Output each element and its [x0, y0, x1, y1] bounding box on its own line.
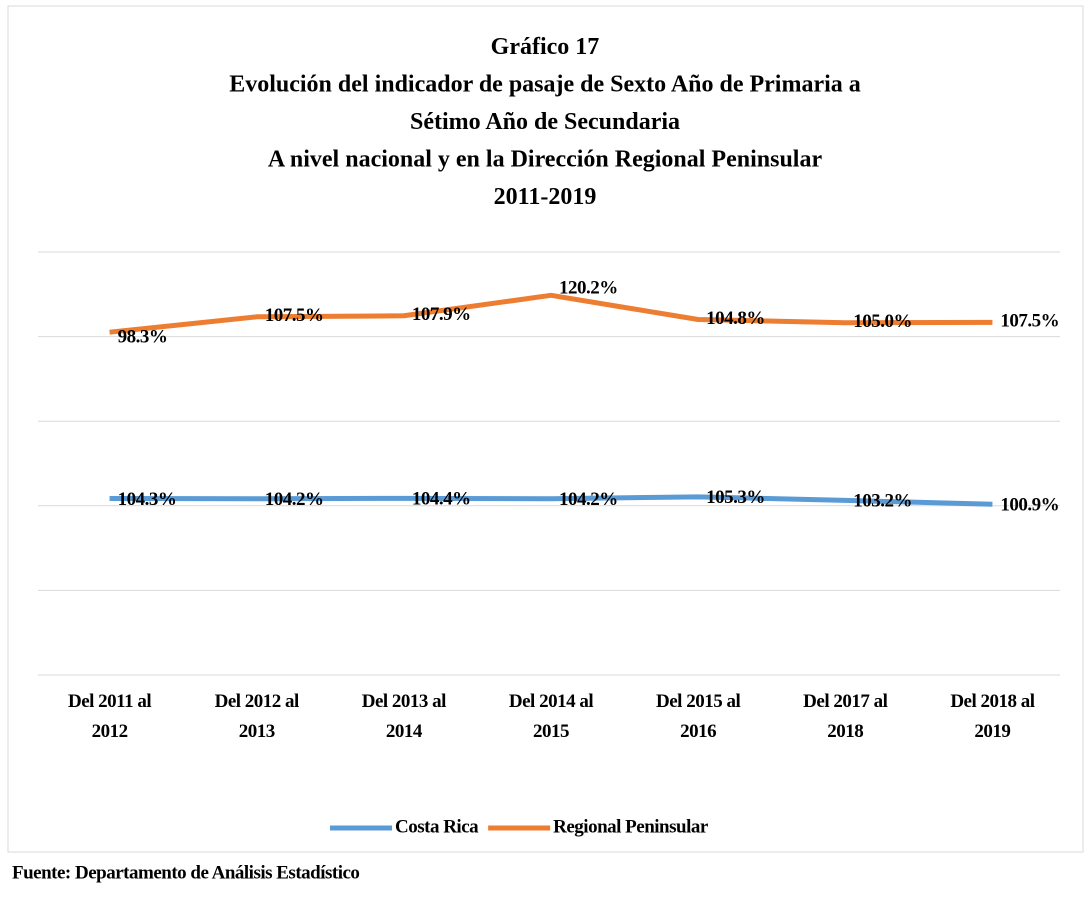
data-label: 103.2% — [853, 491, 912, 512]
data-label: 104.2% — [559, 489, 618, 510]
data-label: 107.5% — [1000, 311, 1059, 332]
legend-label: Regional Peninsular — [553, 816, 709, 837]
x-tick-label: Del 2018 al 2019 — [950, 691, 1034, 742]
data-label: 100.9% — [1000, 495, 1059, 516]
series-line — [109, 494, 993, 507]
data-label: 104.4% — [412, 489, 471, 510]
data-label: 105.3% — [706, 487, 765, 508]
x-tick-label: Del 2014 al 2015 — [509, 691, 593, 742]
legend-label: Costa Rica — [395, 816, 479, 837]
data-label: 104.8% — [706, 308, 765, 329]
data-label: 120.2% — [559, 278, 618, 299]
source: Fuente: Departamento de Análisis Estadís… — [12, 862, 359, 883]
x-tick-label: Del 2011 al 2012 — [68, 691, 151, 742]
data-label: 107.9% — [412, 304, 471, 325]
chart-title: Gráfico 17 Evolución del indicador de pas… — [229, 34, 861, 210]
chart-border — [7, 5, 1084, 853]
series-line — [109, 292, 993, 335]
x-tick-label: Del 2015 al 2016 — [656, 691, 740, 742]
x-tick-label: Del 2012 al 2013 — [215, 691, 299, 742]
data-label: 107.5% — [265, 305, 324, 326]
data-label: 105.0% — [853, 311, 912, 332]
data-label: 104.3% — [118, 489, 177, 510]
x-tick-label: Del 2013 al 2014 — [362, 691, 446, 742]
data-label: 104.2% — [265, 489, 324, 510]
data-label: 98.3% — [118, 327, 168, 348]
x-tick-label: Del 2017 al 2018 — [803, 691, 887, 742]
